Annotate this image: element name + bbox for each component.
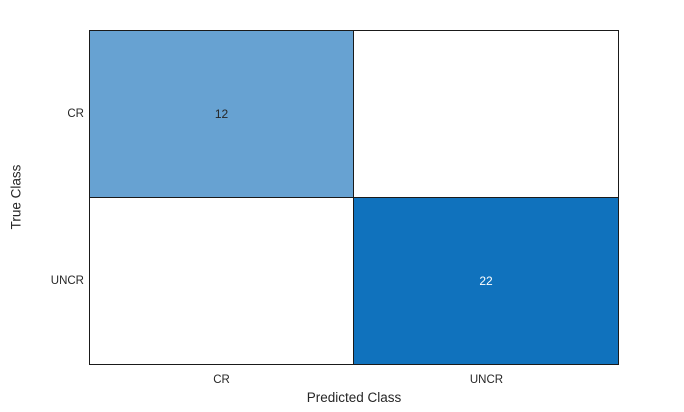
matrix-cell-true-uncr-pred-uncr: 22 xyxy=(354,197,618,364)
confusion-matrix-plot: 12 22 xyxy=(89,30,619,365)
x-tick-cr: CR xyxy=(213,374,230,386)
y-axis-label: True Class xyxy=(8,164,24,230)
matrix-cell-true-cr-pred-uncr xyxy=(354,31,618,198)
x-axis-label: Predicted Class xyxy=(306,390,402,405)
y-tick-cr: CR xyxy=(67,108,84,120)
matrix-cell-true-uncr-pred-cr xyxy=(90,197,354,364)
matrix-cell-true-cr-pred-cr: 12 xyxy=(90,31,354,198)
y-tick-uncr: UNCR xyxy=(50,275,84,287)
x-tick-uncr: UNCR xyxy=(469,374,504,386)
